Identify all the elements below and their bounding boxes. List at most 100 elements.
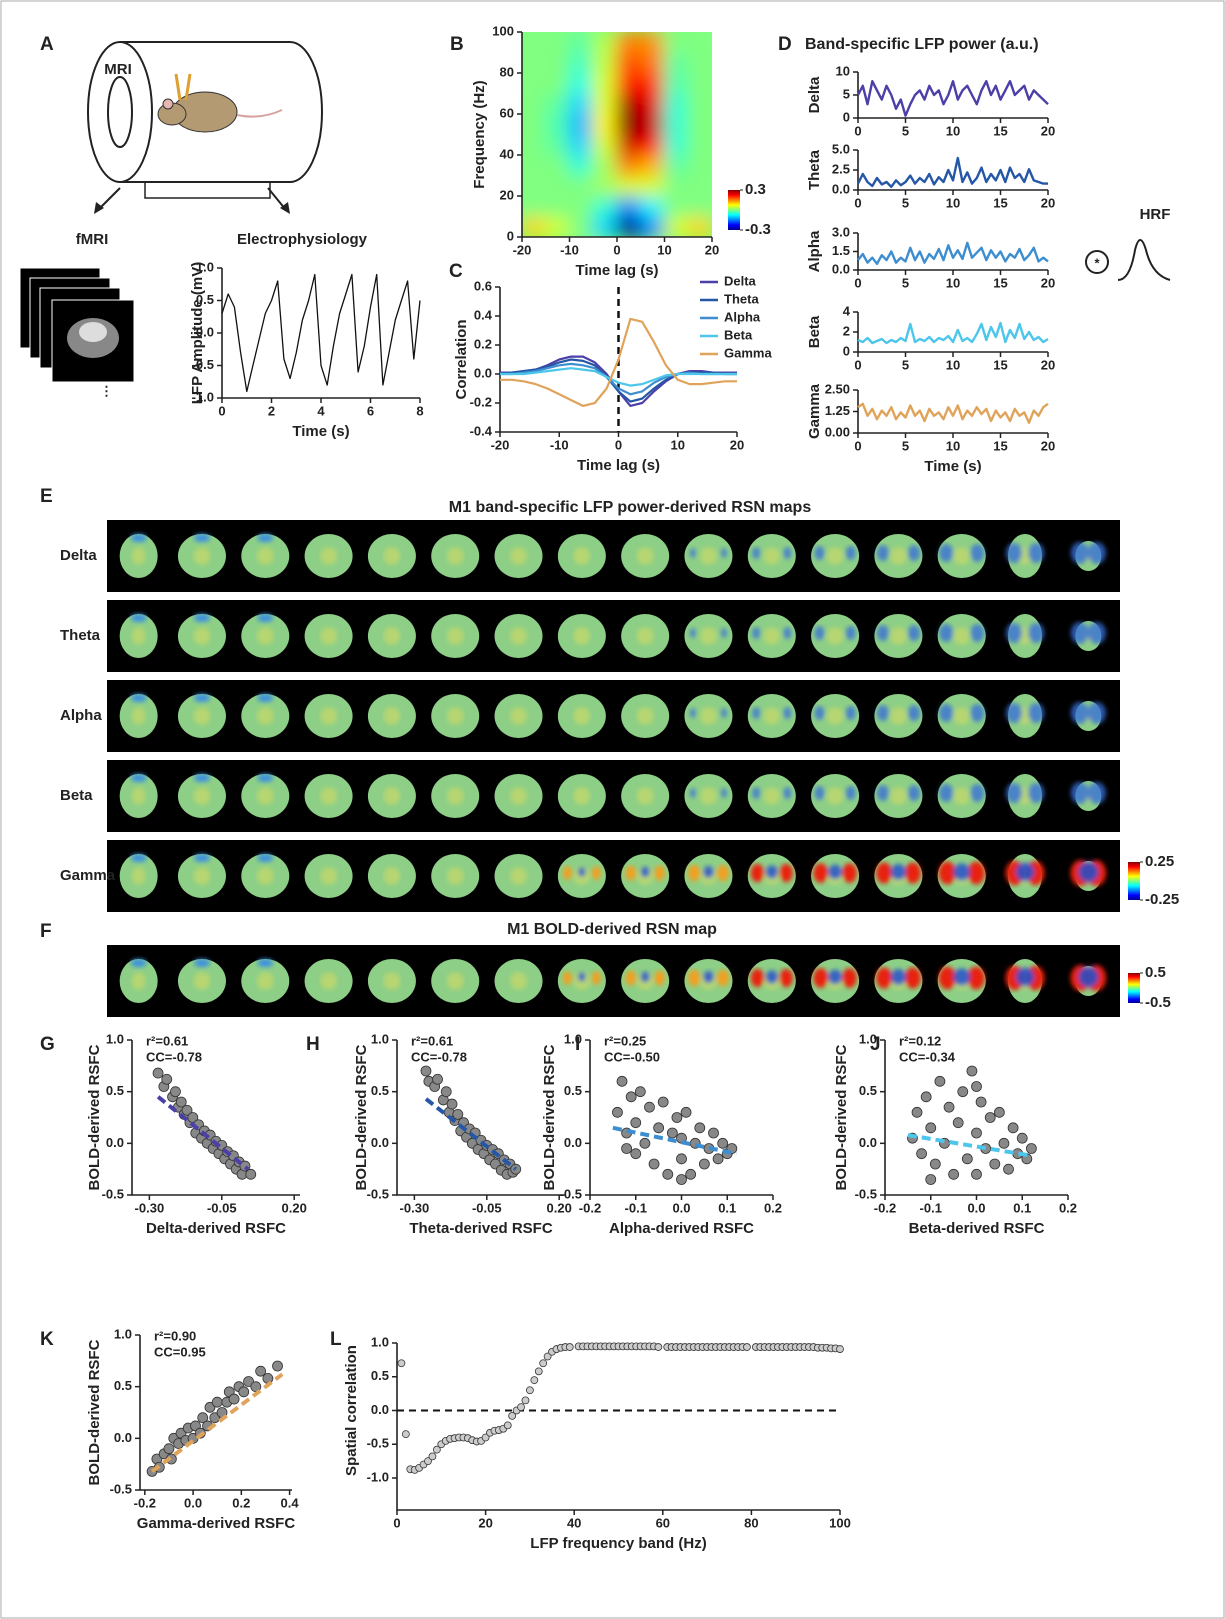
x-tick-label: 0.0 <box>672 1200 690 1215</box>
row-label: Beta <box>60 787 93 804</box>
slice-detail <box>320 707 337 725</box>
slice-detail <box>637 787 654 805</box>
slice-detail <box>751 864 764 882</box>
heatmap-cell <box>616 93 642 116</box>
slice-detail <box>1006 623 1022 643</box>
y-tick-label: -0.5 <box>367 1436 389 1451</box>
heatmap-cell <box>640 72 666 95</box>
point <box>1008 1123 1018 1133</box>
point <box>640 1138 650 1148</box>
slice-detail <box>194 787 211 805</box>
slice-detail <box>510 972 527 990</box>
point <box>953 1118 963 1128</box>
point <box>976 1097 986 1107</box>
slice-detail <box>194 774 210 782</box>
heatmap-cell <box>664 195 690 218</box>
colorbar-label: 0.5 <box>1145 964 1166 981</box>
slice-detail <box>132 707 145 725</box>
x-axis-label: Theta-derived RSFC <box>409 1220 553 1237</box>
heatmap-cell <box>640 113 666 136</box>
point <box>626 1092 636 1102</box>
heatmap-cell <box>521 52 547 75</box>
heatmap-cell <box>545 31 571 54</box>
slice-detail <box>257 627 274 645</box>
x-axis-label: Alpha-derived RSFC <box>609 1220 754 1237</box>
brain-slice <box>558 774 606 818</box>
slice-detail <box>510 787 527 805</box>
x-tick-label: -0.05 <box>472 1200 502 1215</box>
slice-detail <box>813 863 828 883</box>
x-tick-label: 15 <box>993 123 1007 138</box>
fit-line <box>158 1097 248 1169</box>
annotation: r²=0.25 <box>604 1033 646 1048</box>
heatmap-cell <box>545 195 571 218</box>
slice-detail <box>783 707 791 719</box>
x-tick-label: -20 <box>491 437 510 452</box>
colorbar <box>728 190 740 230</box>
heatmap-cell <box>592 216 618 239</box>
x-tick-label: 0.0 <box>184 1495 202 1510</box>
slice-detail <box>783 787 791 799</box>
x-axis-label: Time (s) <box>924 458 981 475</box>
x-tick-label: 5 <box>902 123 909 138</box>
x-tick-label: 15 <box>993 195 1007 210</box>
slice-detail <box>939 862 985 885</box>
slice-detail <box>384 547 401 565</box>
slice-detail <box>846 546 856 560</box>
slice-detail <box>563 971 572 985</box>
point <box>962 1154 972 1164</box>
panel-letter: B <box>450 34 464 55</box>
slice-detail <box>637 787 654 805</box>
y-tick-label: 5.0 <box>832 141 850 156</box>
point <box>433 1074 443 1084</box>
y-axis-label: Gamma <box>806 383 823 439</box>
slice-detail <box>637 627 654 645</box>
y-tick-label: 100 <box>492 23 514 38</box>
point <box>718 1138 728 1148</box>
point <box>990 1159 1000 1169</box>
x-tick-label: 4 <box>317 403 325 418</box>
point <box>644 1102 654 1112</box>
heatmap-cell <box>664 175 690 198</box>
y-tick-label: 0.0 <box>114 1430 132 1445</box>
slice-detail <box>890 707 907 725</box>
heatmap-cell <box>687 216 713 239</box>
point <box>447 1099 457 1109</box>
slice-detail <box>814 546 824 560</box>
point <box>699 1159 709 1169</box>
slice-detail <box>637 547 654 565</box>
brain-slice <box>241 959 289 1003</box>
brain-slice <box>621 694 669 738</box>
point <box>743 1344 750 1351</box>
slice-detail <box>877 705 889 721</box>
x-tick-label: 15 <box>993 357 1007 372</box>
y-tick-label: 1.5 <box>832 243 850 258</box>
x-tick-label: 0 <box>613 242 620 257</box>
slice-detail <box>703 971 714 983</box>
heatmap-cell <box>616 216 642 239</box>
brain-slice <box>684 854 732 898</box>
y-tick-label: 1.0 <box>564 1031 582 1046</box>
point <box>246 1169 256 1179</box>
x-tick-label: 20 <box>1041 195 1055 210</box>
slice-detail <box>780 969 793 987</box>
heatmap-cell <box>592 175 618 198</box>
heatmap-cell <box>592 93 618 116</box>
slice-detail <box>752 627 760 639</box>
slice-detail <box>814 786 824 800</box>
point <box>531 1377 538 1384</box>
y-tick-label: 0 <box>507 228 514 243</box>
x-axis-label: Time lag (s) <box>575 262 658 279</box>
slice-detail <box>690 548 696 558</box>
x-tick-label: 0 <box>854 357 861 372</box>
axis-line <box>858 150 1048 190</box>
brain-slice <box>120 959 158 1003</box>
brain-slice <box>305 854 353 898</box>
slice-detail <box>721 788 727 798</box>
brain-slice <box>811 694 859 738</box>
slice-detail <box>257 614 273 622</box>
y-axis-label: BOLD-derived RSFC <box>833 1044 850 1190</box>
heatmap-cell <box>640 175 666 198</box>
slice-detail <box>890 547 907 565</box>
annotation: r²=0.61 <box>411 1033 453 1048</box>
